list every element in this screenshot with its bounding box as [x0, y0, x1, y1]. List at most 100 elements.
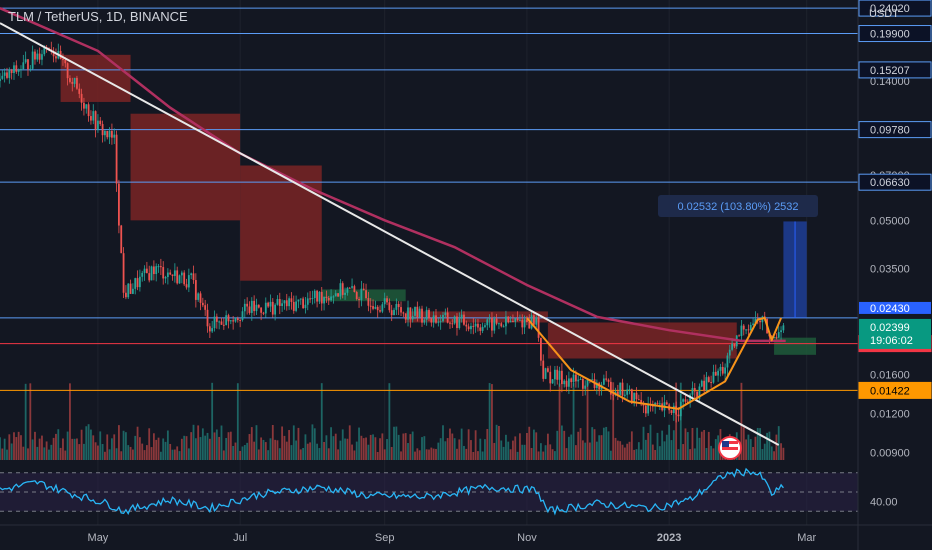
volume-bar — [104, 451, 106, 460]
price-tick-label: 0.03500 — [870, 264, 910, 276]
volume-bar — [262, 439, 265, 460]
candle-body — [197, 293, 200, 300]
volume-bar — [558, 383, 561, 460]
volume-bar — [526, 432, 528, 460]
candle-body — [745, 329, 747, 331]
volume-bar — [460, 428, 463, 460]
candle-body — [92, 111, 95, 121]
volume-bar — [320, 383, 323, 460]
candle-body — [299, 298, 302, 300]
candle-body — [29, 68, 32, 70]
candle-body — [477, 323, 479, 328]
candle-body — [120, 225, 123, 254]
candle-body — [355, 292, 358, 299]
volume-bar — [83, 443, 85, 460]
volume-bar — [31, 439, 34, 460]
volume-bar — [59, 447, 62, 460]
volume-bar — [187, 448, 190, 460]
volume-bar — [379, 438, 381, 460]
candle-body — [700, 380, 703, 387]
candle-body — [250, 300, 253, 313]
volume-bar — [544, 445, 547, 460]
volume-bar — [444, 441, 447, 460]
candle-body — [346, 287, 349, 293]
volume-bar — [253, 441, 256, 460]
volume-bar — [689, 449, 692, 460]
volume-bar — [782, 447, 785, 460]
candle-body — [152, 266, 155, 275]
candle-body — [752, 323, 754, 325]
volume-bar — [537, 451, 540, 460]
volume-bar — [612, 382, 615, 460]
volume-bar — [225, 437, 228, 460]
volume-bar — [493, 442, 496, 460]
us-flag-stripe-icon — [722, 441, 738, 444]
candle-body — [516, 318, 519, 321]
volume-bar — [770, 446, 773, 460]
ichimoku-cloud-segment — [240, 165, 322, 281]
volume-bar — [442, 425, 444, 460]
candle-body — [190, 273, 193, 276]
candle-body — [484, 325, 486, 327]
candle-body — [52, 50, 55, 57]
volume-bar — [633, 449, 636, 460]
volume-bar — [507, 441, 510, 460]
volume-bar — [94, 442, 97, 460]
candle-body — [493, 318, 496, 331]
candle-body — [547, 368, 549, 372]
volume-bar — [118, 425, 120, 460]
volume-bar — [369, 434, 372, 460]
candle-body — [106, 130, 109, 138]
candle-body — [665, 402, 668, 405]
candle-body — [479, 327, 482, 331]
candle-body — [104, 130, 106, 136]
volume-bar — [761, 449, 764, 460]
volume-bar — [481, 451, 484, 460]
candle-body — [8, 69, 11, 78]
volume-bar — [549, 444, 552, 460]
volume-bar — [430, 447, 433, 460]
rsi-tick-label: 40.00 — [870, 497, 898, 509]
candle-body — [393, 309, 395, 316]
candle-body — [782, 325, 785, 331]
candle-body — [407, 307, 409, 320]
candle-body — [491, 317, 493, 331]
candle-body — [257, 304, 260, 308]
candle-body — [243, 303, 246, 312]
volume-bar — [292, 425, 295, 460]
candle-body — [71, 81, 74, 84]
volume-bar — [712, 448, 715, 460]
volume-bar — [439, 438, 442, 460]
price-tag-bg — [858, 0, 932, 17]
candle-body — [185, 284, 188, 288]
volume-bar — [710, 445, 713, 460]
candle-body — [698, 386, 701, 399]
volume-bar — [0, 437, 1, 460]
volume-bar — [703, 430, 706, 460]
volume-bar — [654, 450, 657, 460]
candle-body — [437, 321, 440, 323]
candle-body — [73, 77, 76, 84]
volume-bar — [48, 449, 50, 460]
candle-body — [320, 291, 323, 304]
volume-bar — [456, 448, 458, 460]
volume-bar — [299, 449, 302, 460]
candle-body — [498, 323, 500, 325]
candle-body — [134, 278, 137, 289]
volume-bar — [593, 429, 596, 460]
candle-body — [43, 47, 46, 55]
candle-body — [360, 288, 363, 301]
candle-body — [738, 335, 740, 337]
candle-body — [411, 315, 414, 320]
volume-bar — [45, 441, 48, 460]
volume-bar — [698, 437, 701, 460]
candle-body — [118, 183, 120, 226]
volume-bar — [614, 437, 617, 460]
volume-bar — [404, 433, 407, 460]
volume-bar — [567, 436, 570, 460]
candle-body — [400, 307, 402, 313]
volume-bar — [115, 448, 118, 460]
candle-body — [395, 304, 398, 310]
volume-bar — [227, 432, 230, 460]
